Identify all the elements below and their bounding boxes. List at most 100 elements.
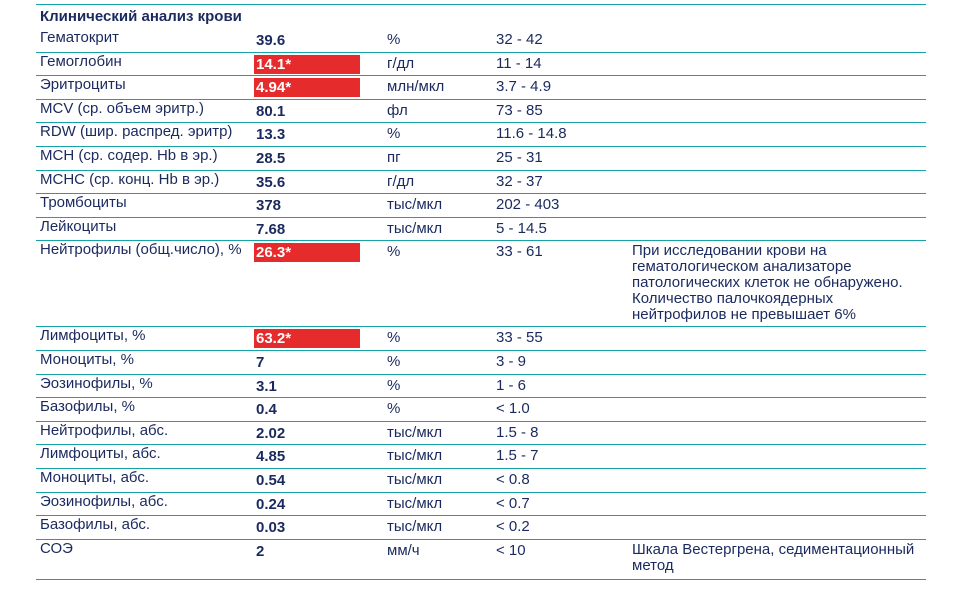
test-unit: тыс/мкл <box>387 423 443 441</box>
table-row: Гематокрит 39.6% 32 - 42 <box>36 28 926 53</box>
test-unit: тыс/мкл <box>387 494 443 512</box>
reference-range: 5 - 14.5 <box>496 219 547 237</box>
reference-range: 202 - 403 <box>496 196 560 214</box>
test-value: 35.6 <box>256 173 286 191</box>
table-row: СОЭ 2 мм/ч < 10 Шкала Вестергрена, седимента… <box>36 539 926 580</box>
reference-range: 1.5 - 8 <box>496 423 539 441</box>
test-value: 2 <box>256 542 265 560</box>
test-name: Лейкоциты <box>40 217 117 235</box>
table-row: MCV (ср. объем эритр.) 80.1 фл 73 - 85 <box>36 99 926 124</box>
test-value: 0.4 <box>256 401 277 419</box>
test-name: Лимфоциты, абс. <box>40 445 161 463</box>
test-note: При исследовании крови на гематологическ… <box>632 242 903 324</box>
table-row: Тромбоциты 378 тыс/мкл 202 - 403 <box>36 193 926 218</box>
test-unit: тыс/мкл <box>387 447 443 465</box>
table-row: Нейтрофилы (общ.число), % 26.3*% 33 - 61 Пр… <box>36 240 926 328</box>
test-value: 13.3 <box>256 126 286 144</box>
test-name: Нейтрофилы, абс. <box>40 421 169 439</box>
reference-range: 33 - 61 <box>496 243 543 261</box>
table-row: Моноциты, абс. 0.54 тыс/мкл < 0.8 <box>36 468 926 493</box>
test-unit: % <box>387 125 401 143</box>
reference-range: 1 - 6 <box>496 376 527 394</box>
test-unit: % <box>387 376 401 394</box>
table-row: Гемоглобин 14.1* г/дл 11 - 14 <box>36 52 926 77</box>
test-name: MCV (ср. объем эритр.) <box>40 99 205 117</box>
test-name: MCH (ср. содер. Hb в эр.) <box>40 147 218 164</box>
test-unit: мм/ч <box>387 541 420 559</box>
test-name: Нейтрофилы (общ.число), % <box>40 241 242 259</box>
test-unit: г/дл <box>387 172 415 190</box>
table-row: Базофилы, абс. 0.03 тыс/мкл < 0.2 <box>36 515 926 540</box>
test-value: 3.1 <box>256 377 277 395</box>
table-row: Лимфоциты, абс. 4.85 тыс/мкл 1.5 - 7 <box>36 444 926 469</box>
test-unit: фл <box>387 101 408 119</box>
table-row: Эозинофилы, % 3.1% 1 - 6 <box>36 374 926 399</box>
test-name: Моноциты, абс. <box>40 469 150 486</box>
test-name: RDW (шир. распред. эритр) <box>40 123 233 141</box>
reference-range: < 10 <box>496 541 526 559</box>
test-unit: % <box>387 400 401 418</box>
test-unit: тыс/мкл <box>387 471 443 488</box>
test-unit: тыс/мкл <box>387 196 443 214</box>
test-name: Базофилы, абс. <box>40 516 151 534</box>
reference-range: 25 - 31 <box>496 149 543 166</box>
test-name: Базофилы, % <box>40 398 135 416</box>
table-row: Лимфоциты, % 63.2*% 33 - 55 <box>36 326 926 351</box>
test-value: 7.68 <box>256 220 286 238</box>
test-value: 14.1* <box>254 54 360 74</box>
table-row: RDW (шир. распред. эритр) 13.3% 11.6 - 14.… <box>36 122 926 147</box>
test-unit: % <box>387 329 401 347</box>
reference-range: 3.7 - 4.9 <box>496 78 552 96</box>
test-name: Гематокрит <box>40 29 119 46</box>
reference-range: < 0.7 <box>496 494 530 512</box>
test-unit: % <box>387 31 401 48</box>
test-unit: % <box>387 243 401 261</box>
table-row: MCHC (ср. конц. Hb в эр.) 35.6 г/дл 32 - 37 <box>36 170 926 195</box>
test-value: 0.03 <box>256 519 286 537</box>
test-value: 39.6 <box>256 32 286 49</box>
reference-range: 33 - 55 <box>496 329 543 347</box>
test-unit: тыс/мкл <box>387 219 443 237</box>
test-name: Тромбоциты <box>40 194 127 212</box>
test-unit: % <box>387 353 401 370</box>
reference-range: 73 - 85 <box>496 101 543 119</box>
section-title: Клинический анализ крови <box>40 8 242 25</box>
test-value: 28.5 <box>256 150 286 167</box>
test-name: Эозинофилы, % <box>40 374 153 392</box>
test-unit: г/дл <box>387 54 415 72</box>
table-row: MCH (ср. содер. Hb в эр.) 28.5 пг 25 - 31 <box>36 146 926 171</box>
test-name: Эритроциты <box>40 76 126 94</box>
reference-range: 32 - 42 <box>496 31 543 48</box>
top-divider <box>36 4 926 5</box>
test-name: Гемоглобин <box>40 52 122 70</box>
test-name: СОЭ <box>40 539 73 557</box>
test-value: 0.24 <box>256 495 286 513</box>
table-row: Лейкоциты 7.68 тыс/мкл 5 - 14.5 <box>36 217 926 242</box>
table-row: Базофилы, % 0.4% < 1.0 <box>36 397 926 422</box>
test-name: Лимфоциты, % <box>40 327 146 345</box>
reference-range: 11 - 14 <box>496 54 542 72</box>
test-unit: пг <box>387 149 401 166</box>
reference-range: 32 - 37 <box>496 172 543 190</box>
test-unit: млн/мкл <box>387 78 445 96</box>
test-value: 2.02 <box>256 424 286 442</box>
table-row: Эозинофилы, абс. 0.24 тыс/мкл < 0.7 <box>36 492 926 517</box>
test-value: 26.3* <box>254 243 360 263</box>
reference-range: < 1.0 <box>496 400 530 418</box>
reference-range: 11.6 - 14.8 <box>496 125 567 143</box>
test-unit: тыс/мкл <box>387 518 443 536</box>
reference-range: 1.5 - 7 <box>496 447 539 465</box>
test-value: 4.85 <box>256 448 286 466</box>
test-name: Эозинофилы, абс. <box>40 492 168 510</box>
table-row: Эритроциты 4.94* млн/мкл 3.7 - 4.9 <box>36 75 926 100</box>
test-value: 4.94* <box>254 78 360 98</box>
table-row: Моноциты, % 7% 3 - 9 <box>36 350 926 375</box>
test-note: Шкала Вестергрена, седиментационный мето… <box>632 540 915 574</box>
test-value: 63.2* <box>254 329 360 349</box>
reference-range: < 0.2 <box>496 518 530 536</box>
test-name: Моноциты, % <box>40 351 134 368</box>
table-row: Нейтрофилы, абс. 2.02 тыс/мкл 1.5 - 8 <box>36 421 926 446</box>
test-value: 7 <box>256 354 265 371</box>
test-value: 0.54 <box>256 472 286 489</box>
